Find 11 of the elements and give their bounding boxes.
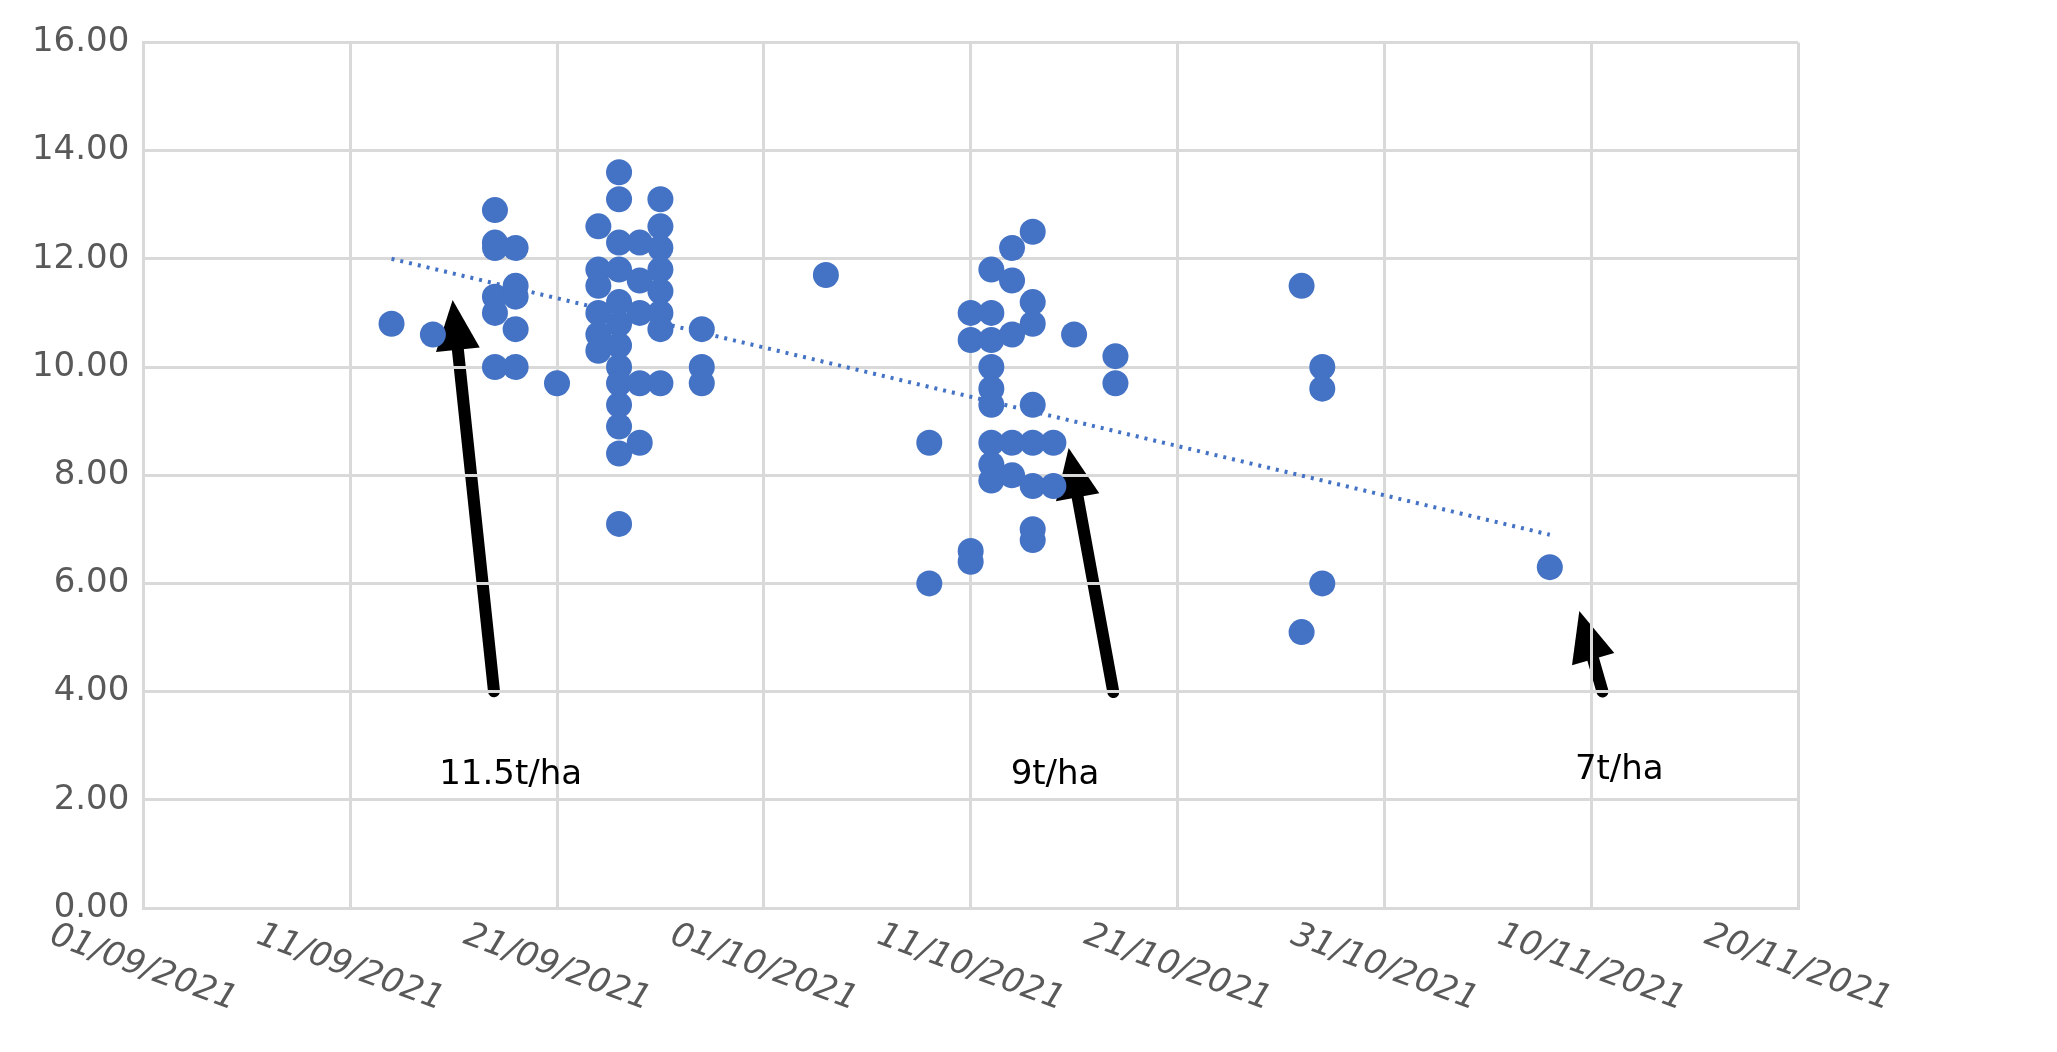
y-tick-label: 16.00 — [31, 19, 130, 60]
y-tick-label: 6.00 — [53, 560, 130, 601]
y-tick-label: 10.00 — [31, 343, 130, 384]
annotation: 9t/ha — [1010, 751, 1100, 792]
annotation: 11.5t/ha — [439, 751, 583, 792]
annotation: 7t/ha — [1574, 747, 1664, 788]
y-tick-label: 8.00 — [53, 452, 130, 493]
y-tick-label: 4.00 — [53, 668, 130, 709]
y-tick-label: 2.00 — [53, 776, 130, 817]
y-tick-label: 14.00 — [31, 127, 130, 168]
y-tick-label: 12.00 — [31, 235, 130, 276]
